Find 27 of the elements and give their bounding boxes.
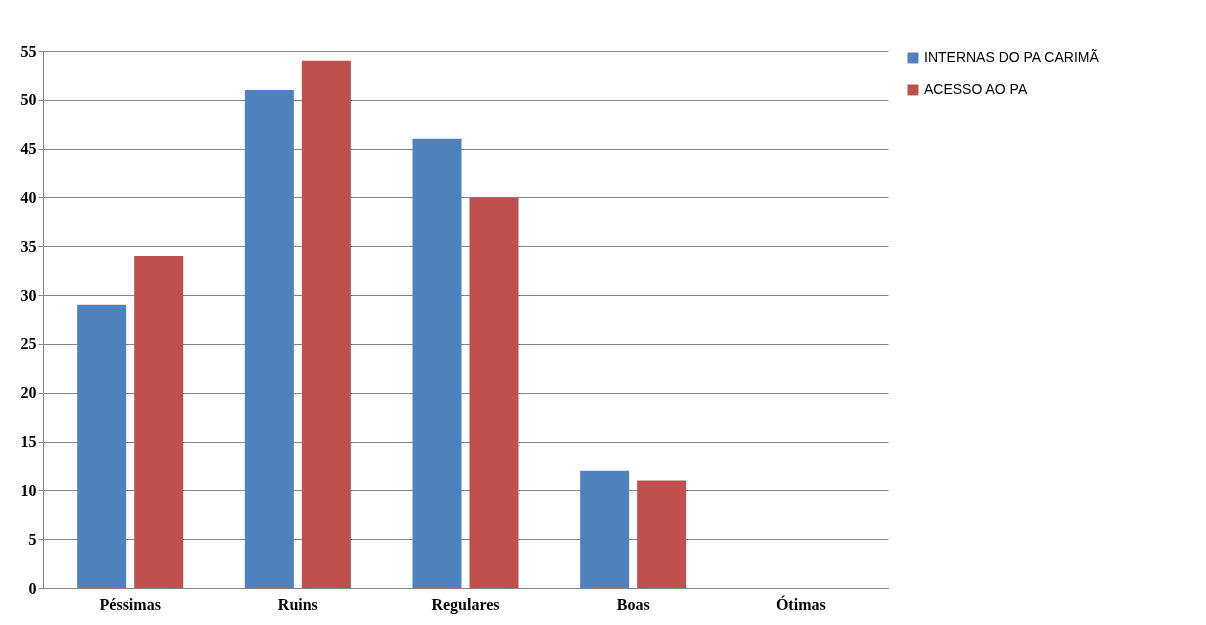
y-tick-label: 30 — [20, 286, 37, 304]
y-tick-label: 10 — [20, 481, 37, 499]
y-tick-label: 35 — [20, 237, 37, 255]
x-tick-label: Ótimas — [775, 594, 826, 613]
y-tick-label: 45 — [20, 140, 37, 158]
bar — [77, 304, 127, 588]
y-tick-label: 5 — [28, 530, 37, 548]
x-tick-label: Ruins — [277, 595, 318, 613]
y-tick-label: 50 — [20, 91, 37, 109]
x-tick-label: Boas — [616, 595, 650, 613]
bar — [580, 470, 630, 588]
y-tick-label: 55 — [20, 42, 37, 60]
y-tick-label: 0 — [28, 579, 37, 597]
legend-label: INTERNAS DO PA CARIMÃ — [924, 49, 1100, 65]
y-tick-label: 40 — [20, 188, 37, 206]
bar — [469, 197, 519, 588]
x-tick-label: Péssimas — [99, 595, 161, 613]
legend-label: ACESSO AO PA — [924, 81, 1028, 97]
bar — [637, 480, 687, 588]
y-tick-label: 20 — [20, 384, 37, 402]
bar — [301, 60, 351, 588]
bar — [412, 138, 462, 588]
bar — [134, 256, 184, 588]
y-tick-label: 15 — [20, 433, 37, 451]
x-tick-label: Regulares — [431, 595, 500, 614]
bar — [244, 90, 294, 588]
y-tick-label: 25 — [20, 335, 37, 353]
